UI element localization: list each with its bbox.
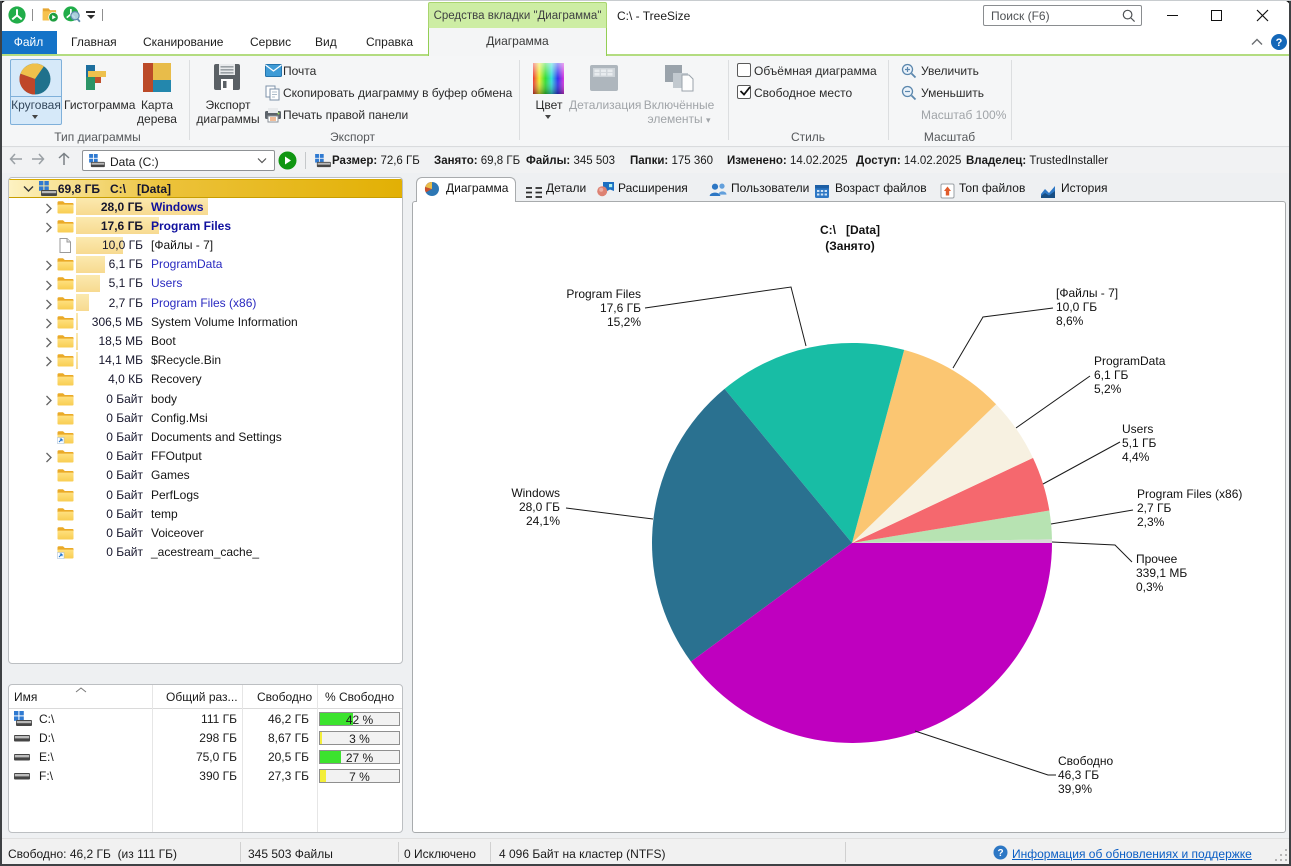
svg-text:Users: Users xyxy=(1122,422,1153,436)
svg-text:8,6%: 8,6% xyxy=(1056,314,1084,328)
svg-text:[Файлы - 7]: [Файлы - 7] xyxy=(1056,286,1118,300)
svg-text:39,9%: 39,9% xyxy=(1058,782,1092,796)
svg-text:Windows: Windows xyxy=(511,486,560,500)
svg-text:2,7 ГБ: 2,7 ГБ xyxy=(1137,501,1172,515)
svg-text:6,1 ГБ: 6,1 ГБ xyxy=(1094,368,1129,382)
svg-text:C:\ [Data]: C:\ [Data] xyxy=(820,223,880,237)
svg-text:?: ? xyxy=(1276,37,1283,49)
svg-text:Program Files: Program Files xyxy=(566,287,641,301)
svg-text:Program Files (x86): Program Files (x86) xyxy=(1137,487,1242,501)
svg-text:5,2%: 5,2% xyxy=(1094,382,1122,396)
svg-text:Прочее: Прочее xyxy=(1136,552,1178,566)
svg-text:339,1 МБ: 339,1 МБ xyxy=(1136,566,1187,580)
svg-text:15,2%: 15,2% xyxy=(607,315,641,329)
svg-text:(Занято): (Занято) xyxy=(825,239,874,253)
svg-text:0,3%: 0,3% xyxy=(1136,580,1164,594)
svg-text:17,6 ГБ: 17,6 ГБ xyxy=(600,301,641,315)
svg-text:?: ? xyxy=(997,848,1003,859)
svg-text:10,0 ГБ: 10,0 ГБ xyxy=(1056,300,1097,314)
svg-text:2,3%: 2,3% xyxy=(1137,515,1165,529)
svg-text:Свободно: Свободно xyxy=(1058,754,1113,768)
svg-text:4,4%: 4,4% xyxy=(1122,450,1150,464)
svg-text:28,0 ГБ: 28,0 ГБ xyxy=(519,500,560,514)
svg-text:46,3 ГБ: 46,3 ГБ xyxy=(1058,768,1099,782)
svg-text:24,1%: 24,1% xyxy=(526,514,560,528)
svg-text:5,1 ГБ: 5,1 ГБ xyxy=(1122,436,1157,450)
svg-text:ProgramData: ProgramData xyxy=(1094,354,1166,368)
